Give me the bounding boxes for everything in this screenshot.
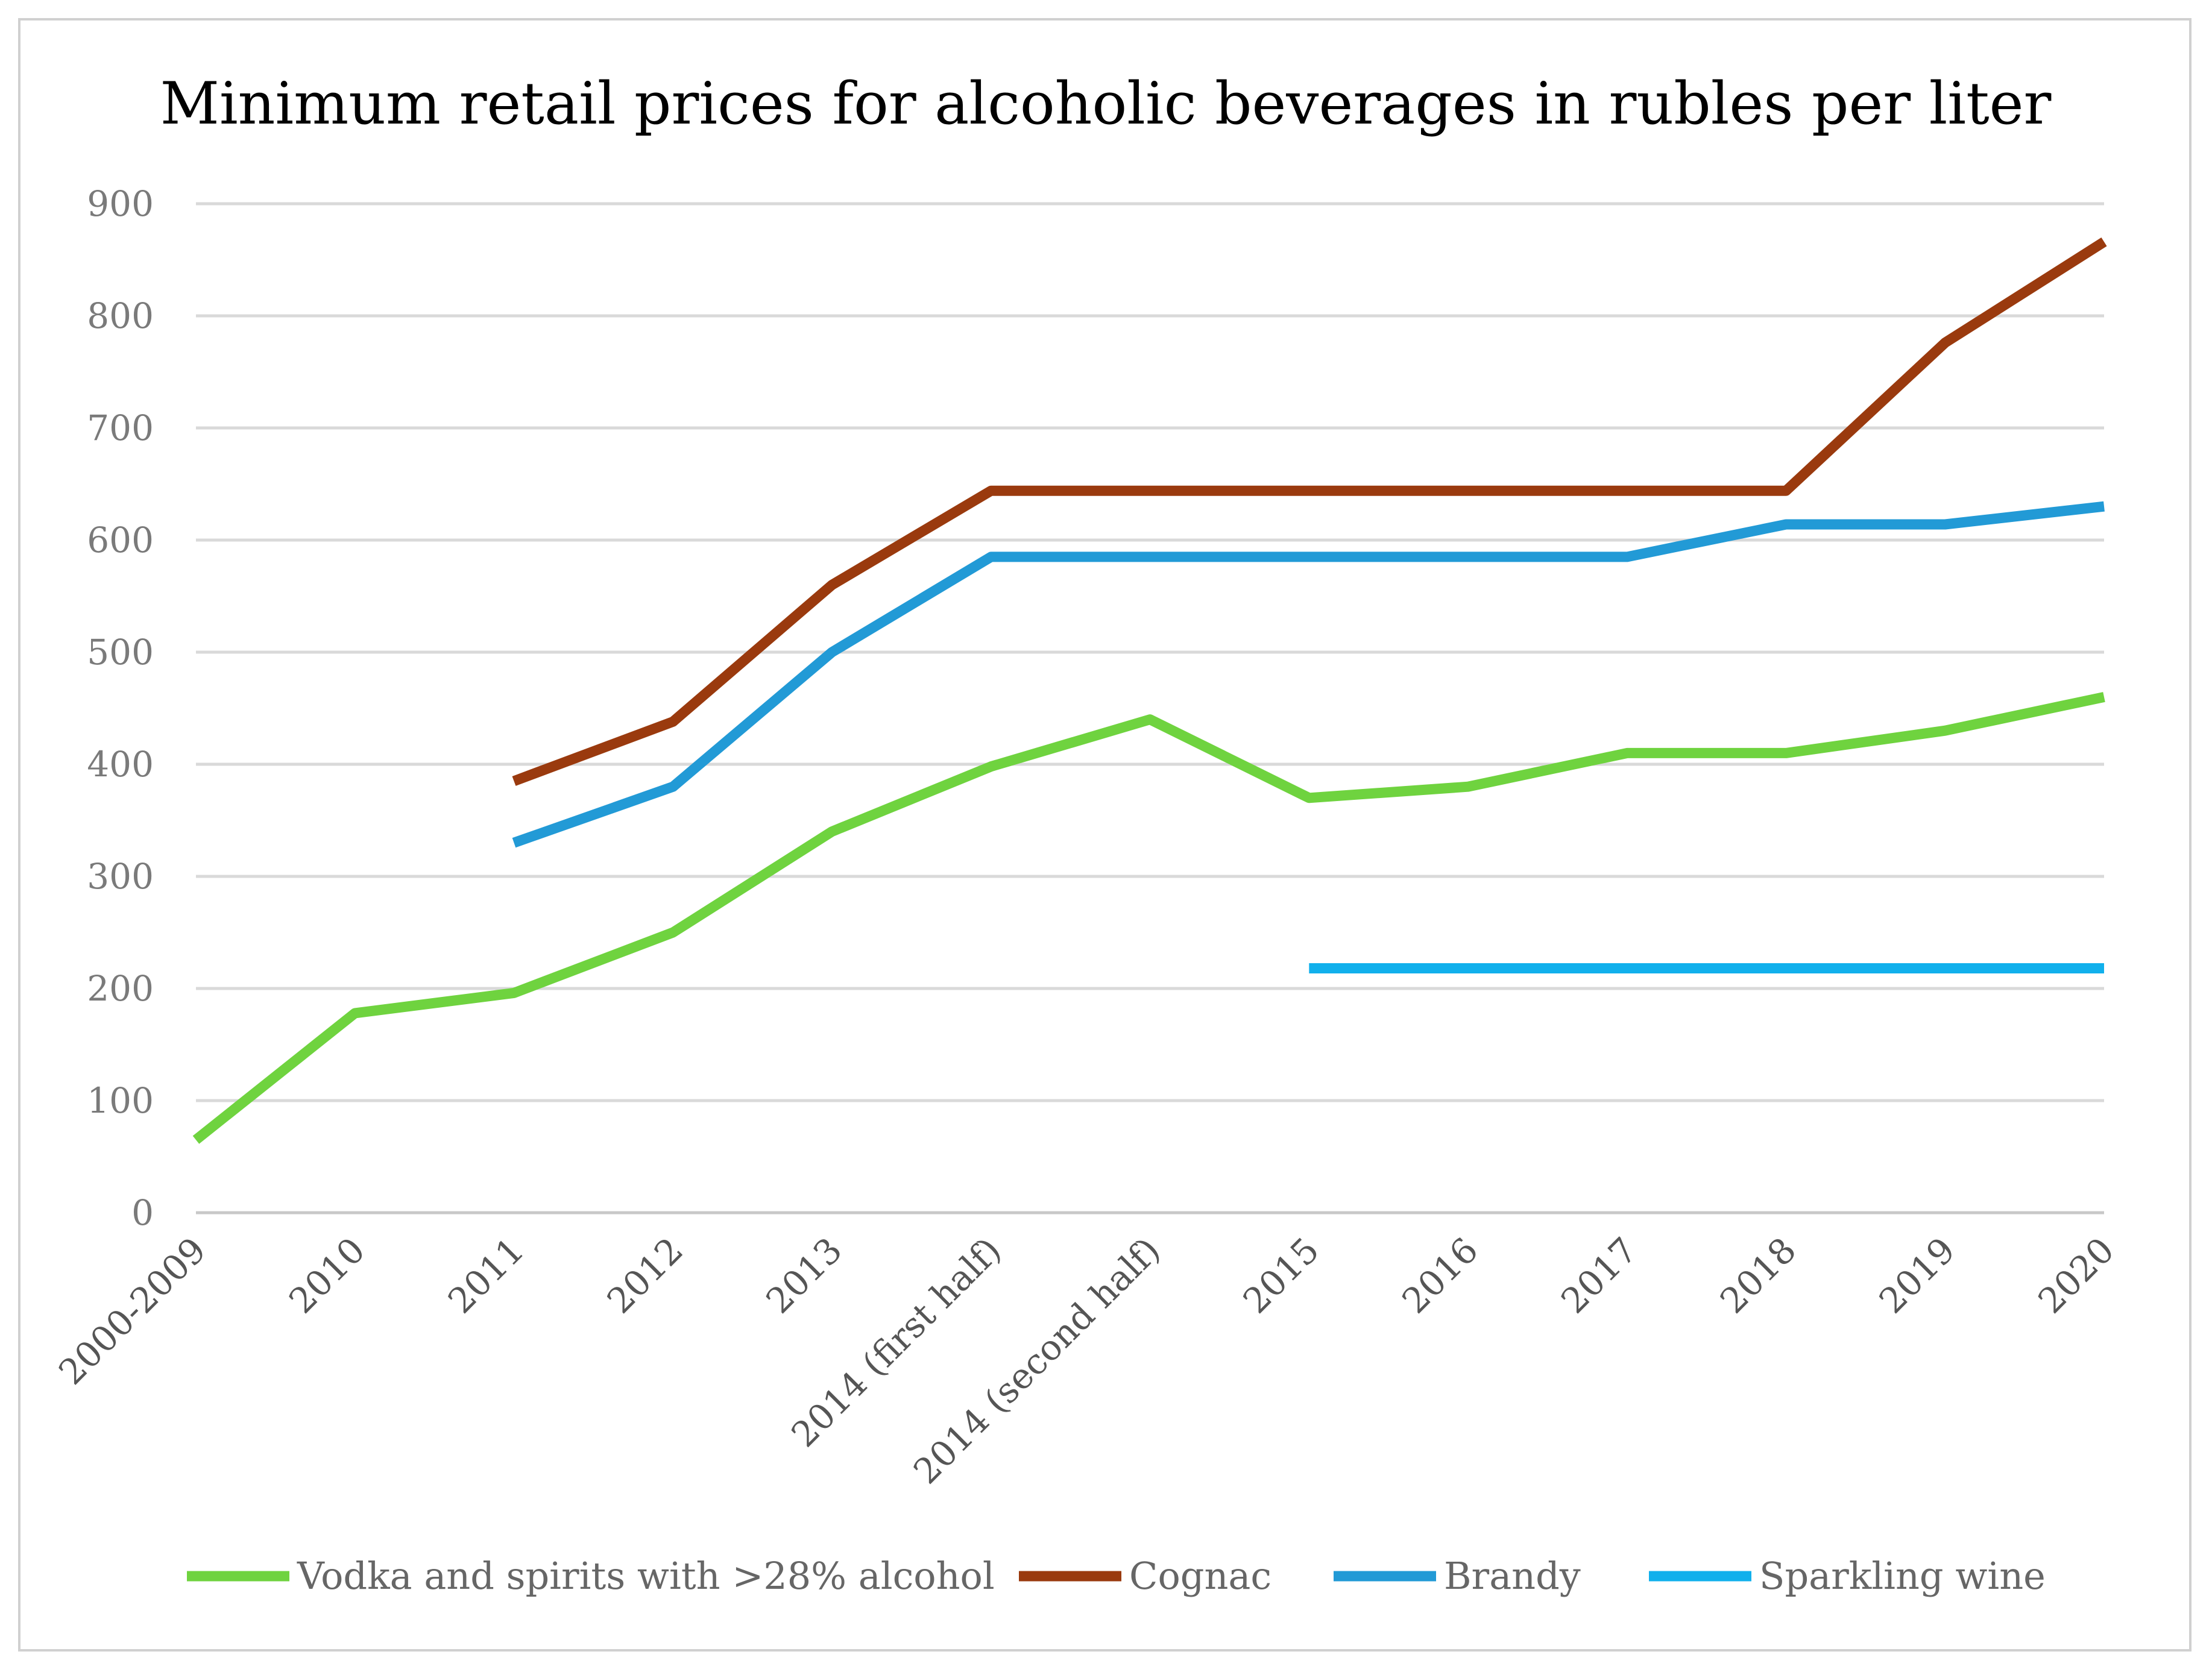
data-point-cognac (1622, 486, 1632, 495)
y-tick-label: 900 (87, 183, 154, 224)
legend-label: Cognac (1129, 1554, 1271, 1598)
data-point-brandy (827, 647, 837, 657)
data-point-vodka-and-spirits-with-28-alcohol (1940, 726, 1950, 735)
series-line-brandy (512, 501, 2105, 848)
series-line-vodka-and-spirits-with-28-alcohol (192, 692, 2105, 1144)
data-point-cognac (827, 580, 837, 589)
data-point-cognac (986, 486, 996, 495)
x-tick-label: 2019 (1871, 1230, 1963, 1321)
legend-label: Vodka and spirits with >28% alcohol (297, 1554, 995, 1598)
data-point-cognac (1940, 338, 1950, 348)
data-point-brandy (2099, 501, 2109, 511)
series-lines (191, 237, 2109, 1145)
x-tick-label: 2020 (2030, 1230, 2122, 1321)
y-tick-label: 100 (87, 1080, 154, 1121)
data-point-vodka-and-spirits-with-28-alcohol (509, 988, 519, 998)
data-point-brandy (509, 838, 519, 847)
data-point-vodka-and-spirits-with-28-alcohol (668, 928, 678, 937)
data-point-vodka-and-spirits-with-28-alcohol (1145, 715, 1155, 724)
y-axis-ticks: 0 100 200 300 400 500 600 700 800 900 (87, 183, 154, 1233)
x-tick-label: 2013 (758, 1230, 849, 1321)
x-tick-label: 2017 (1553, 1230, 1645, 1321)
data-point-brandy (1304, 552, 1314, 562)
x-tick-label: 2018 (1712, 1230, 1804, 1321)
data-point-vodka-and-spirits-with-28-alcohol (191, 1135, 201, 1145)
data-point-cognac (509, 776, 519, 786)
data-point-brandy (1940, 520, 1950, 529)
data-point-brandy (1145, 552, 1155, 562)
x-tick-label: 2000-2009 (51, 1230, 214, 1393)
data-point-sparkling-wine (1304, 964, 1314, 973)
data-point-vodka-and-spirits-with-28-alcohol (1304, 793, 1314, 803)
data-point-vodka-and-spirits-with-28-alcohol (1463, 782, 1473, 791)
data-point-brandy (1463, 552, 1473, 562)
x-tick-label: 2016 (1394, 1230, 1486, 1321)
data-point-cognac (1304, 486, 1314, 495)
data-point-vodka-and-spirits-with-28-alcohol (1622, 748, 1632, 758)
data-point-brandy (1782, 520, 1791, 529)
data-point-cognac (1782, 486, 1791, 495)
data-point-vodka-and-spirits-with-28-alcohol (1782, 748, 1791, 758)
grid-lines (196, 202, 2104, 1215)
data-point-brandy (1622, 552, 1632, 562)
data-point-brandy (668, 782, 678, 791)
y-tick-label: 800 (87, 295, 154, 336)
data-point-sparkling-wine (1463, 964, 1473, 973)
chart-title: Minimum retail prices for alcoholic beve… (160, 70, 2052, 137)
y-tick-label: 600 (87, 520, 154, 561)
data-point-sparkling-wine (1622, 964, 1632, 973)
chart-frame (18, 18, 2192, 1652)
y-tick-label: 400 (87, 744, 154, 785)
data-point-vodka-and-spirits-with-28-alcohol (986, 762, 996, 772)
data-point-cognac (1145, 486, 1155, 495)
x-tick-label: 2015 (1235, 1230, 1327, 1321)
legend: Vodka and spirits with >28% alcohol Cogna… (187, 1554, 2046, 1598)
y-tick-label: 500 (87, 632, 154, 673)
legend-label: Brandy (1444, 1554, 1581, 1598)
y-tick-label: 0 (131, 1192, 154, 1233)
y-tick-label: 200 (87, 968, 154, 1009)
data-point-vodka-and-spirits-with-28-alcohol (827, 827, 837, 837)
data-point-sparkling-wine (2099, 964, 2109, 973)
data-point-vodka-and-spirits-with-28-alcohol (2099, 692, 2109, 702)
x-tick-label: 2011 (440, 1230, 532, 1321)
x-tick-label: 2010 (281, 1230, 373, 1321)
data-point-sparkling-wine (1782, 964, 1791, 973)
data-point-cognac (668, 717, 678, 726)
series-line-cognac (512, 237, 2107, 786)
data-point-brandy (986, 552, 996, 562)
data-point-cognac (2099, 237, 2109, 247)
data-point-sparkling-wine (1940, 964, 1950, 973)
y-tick-label: 700 (87, 407, 154, 448)
y-tick-label: 300 (87, 856, 154, 897)
data-point-vodka-and-spirits-with-28-alcohol (350, 1008, 360, 1018)
data-point-cognac (1463, 486, 1473, 495)
legend-label: Sparkling wine (1759, 1554, 2046, 1598)
x-tick-label: 2012 (599, 1230, 691, 1321)
